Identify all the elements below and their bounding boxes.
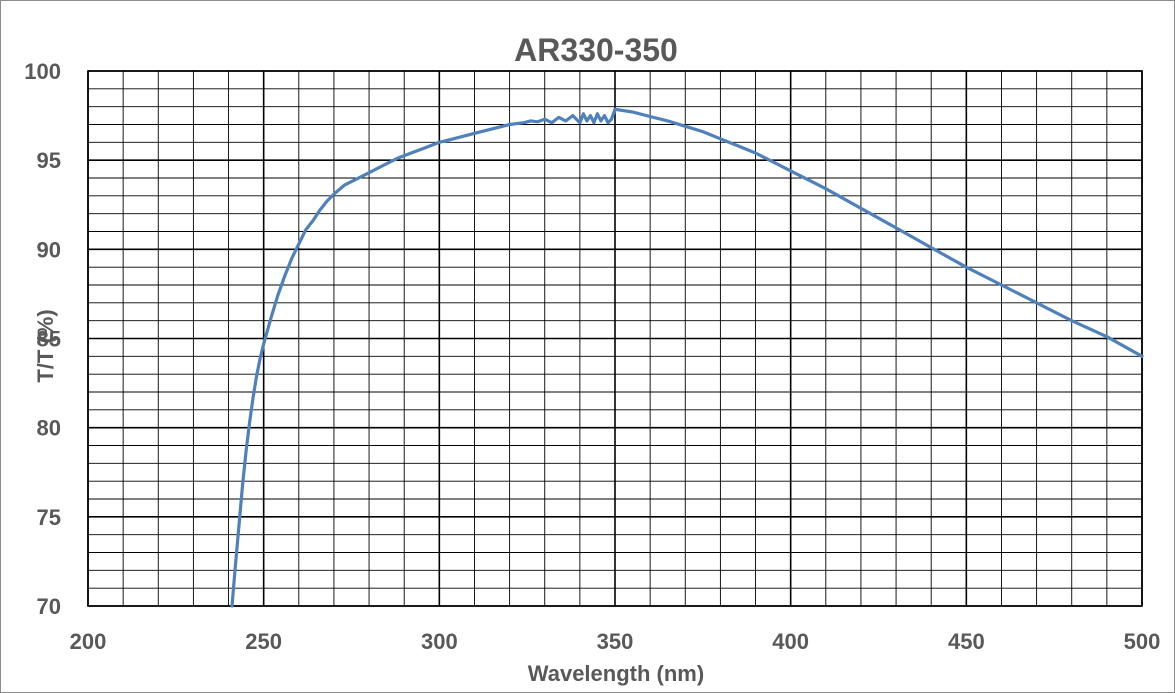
y-tick-label: 95 bbox=[37, 148, 61, 173]
series-line bbox=[230, 107, 1144, 608]
series-layer bbox=[230, 107, 1144, 608]
y-axis-title: T/T (%) bbox=[33, 309, 58, 382]
x-tick-label: 500 bbox=[1124, 629, 1161, 654]
x-tick-label: 350 bbox=[597, 629, 634, 654]
chart-title: AR330-350 bbox=[514, 32, 678, 68]
y-tick-label: 70 bbox=[37, 594, 61, 619]
x-tick-label: 400 bbox=[772, 629, 809, 654]
y-tick-label: 100 bbox=[24, 59, 61, 84]
y-tick-label: 85 bbox=[37, 327, 61, 352]
x-axis-title: Wavelength (nm) bbox=[528, 661, 704, 686]
plot-border bbox=[87, 70, 1143, 607]
tick-labels: 200 250 300 350 400 450 500 70 75 80 85 90 95 100 bbox=[24, 59, 1160, 654]
x-tick-label: 450 bbox=[948, 629, 985, 654]
y-tick-label: 80 bbox=[37, 416, 61, 441]
x-tick-label: 250 bbox=[245, 629, 282, 654]
gridlines bbox=[87, 70, 1143, 607]
y-tick-label: 75 bbox=[37, 505, 61, 530]
y-tick-label: 90 bbox=[37, 237, 61, 262]
x-tick-label: 200 bbox=[70, 629, 107, 654]
x-tick-label: 300 bbox=[421, 629, 458, 654]
